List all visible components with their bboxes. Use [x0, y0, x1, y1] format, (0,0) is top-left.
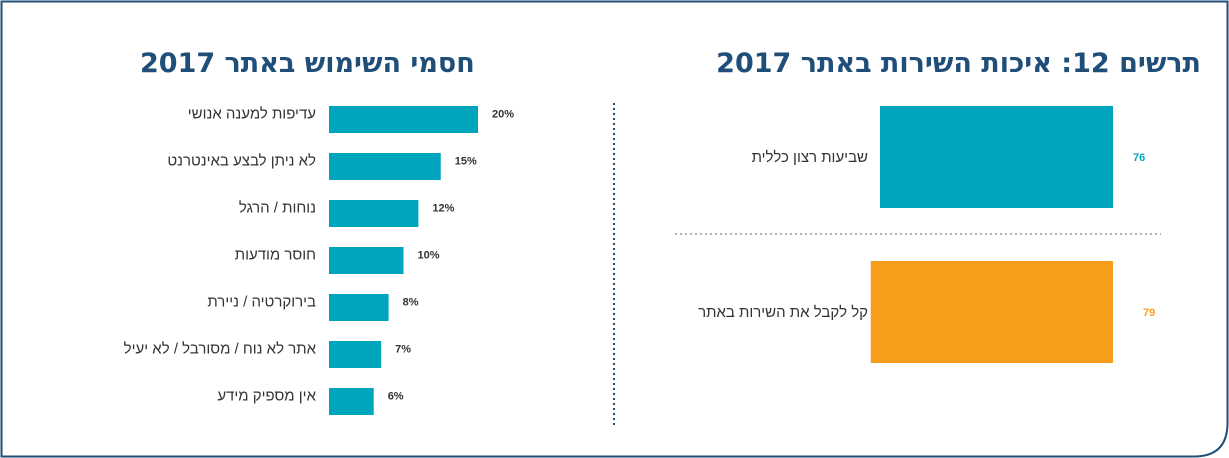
value-label: 12% [432, 203, 454, 215]
category-label: אין מספיק מידע [217, 388, 316, 405]
bar [329, 247, 404, 274]
chart-title-usage-barriers: חסמי השימוש באתר 2017 [140, 48, 475, 79]
category-label: לא ניתן לבצע באינטרנט [167, 153, 316, 170]
value-label: 79 [1143, 307, 1155, 319]
value-label: 20% [492, 109, 514, 121]
category-label: עדיפות למענה אנושי [188, 106, 316, 123]
value-label: 76 [1133, 152, 1145, 164]
category-label: קל לקבל את השירות באתר [698, 304, 868, 321]
category-label: שביעות רצון כללית [752, 149, 868, 166]
bar [329, 388, 374, 415]
value-label: 6% [388, 391, 404, 403]
chart-title-service-quality: תרשים 12: איכות השירות באתר 2017 [716, 48, 1201, 79]
category-label: אתר לא נוח / מסורבל / לא יעיל [124, 341, 317, 358]
value-label: 10% [418, 250, 440, 262]
value-label: 7% [395, 344, 411, 356]
category-label: בירוקרטיה / ניירת [207, 294, 316, 311]
bar [880, 106, 1113, 208]
value-label: 15% [455, 156, 477, 168]
bar [329, 106, 478, 133]
bar [329, 341, 382, 368]
usage-barriers-chart: עדיפות למענה אנושי 20% לא ניתן לבצע באינטר… [124, 106, 514, 415]
bar [329, 200, 419, 227]
bar [870, 261, 1113, 363]
value-label: 8% [403, 297, 419, 309]
bar [329, 294, 389, 321]
service-quality-chart: שביעות רצון כללית 76 קל לקבל את השירות באת… [698, 106, 1155, 363]
category-label: חוסר מודעות [235, 247, 316, 264]
category-label: נוחות / הרגל [239, 200, 316, 217]
bar [329, 153, 441, 180]
